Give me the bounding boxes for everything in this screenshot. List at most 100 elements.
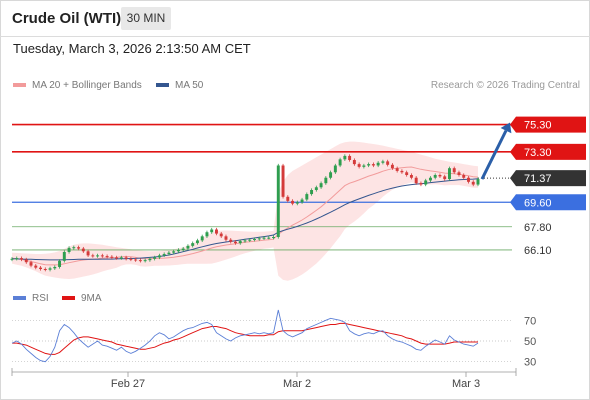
- level-label-67-80: 67.80: [524, 222, 552, 234]
- candle-body: [53, 266, 57, 269]
- legend-9ma: 9MA: [62, 293, 102, 304]
- legend-ma50: MA 50: [156, 80, 203, 91]
- legend-9ma-swatch: [62, 296, 75, 301]
- candle-body: [86, 251, 90, 256]
- candle-body: [234, 241, 237, 244]
- candle-body: [191, 243, 195, 246]
- candle-body: [414, 177, 418, 184]
- candle-body: [286, 196, 290, 201]
- legend-ma50-swatch: [156, 83, 169, 88]
- candle-body: [329, 172, 333, 178]
- candle-body: [409, 175, 413, 178]
- legend-9ma-label: 9MA: [81, 293, 102, 304]
- candle-body: [471, 181, 475, 185]
- candle-body: [91, 255, 95, 257]
- rsi-ma9-line: [12, 322, 478, 355]
- bollinger-layer: [12, 141, 478, 281]
- candle-body: [343, 155, 347, 160]
- forecast-arrow-shaft: [480, 129, 508, 180]
- candle-body: [386, 161, 390, 165]
- rsi-tick-70: 70: [524, 315, 536, 327]
- candle-body: [219, 233, 223, 237]
- candle-body: [457, 172, 461, 176]
- research-credit: Research © 2026 Trading Central: [430, 80, 580, 91]
- candle-body: [134, 259, 138, 261]
- level-label-71-37: 71.37: [524, 173, 552, 185]
- candle-body: [447, 168, 451, 180]
- candle-body: [153, 257, 157, 259]
- instrument-title: Crude Oil (WTI): [12, 10, 122, 27]
- candle-body: [124, 257, 128, 259]
- candle-body: [39, 267, 43, 270]
- rsi-layer: 30 50 70: [11, 309, 536, 369]
- candle-body: [58, 260, 62, 267]
- candle-body: [424, 180, 428, 185]
- forecast-arrow-head: [500, 122, 512, 134]
- candle-body: [348, 155, 352, 161]
- candle-body: [419, 183, 423, 185]
- timeframe-badge[interactable]: 30 MIN: [121, 7, 171, 30]
- chart-header: Crude Oil (WTI) 30 MIN: [0, 0, 590, 37]
- candle-body: [205, 232, 209, 237]
- candle-body: [305, 194, 309, 200]
- level-label-73-30: 73.30: [524, 147, 552, 159]
- legend-ma50-label: MA 50: [175, 80, 204, 91]
- x-tick-label: Mar 2: [283, 378, 311, 390]
- candle-body: [295, 202, 299, 204]
- candle-body: [77, 247, 81, 249]
- candles-layer: [10, 154, 480, 272]
- candle-body: [186, 245, 190, 249]
- candle-body: [428, 177, 432, 181]
- level-tag-69-60: [516, 194, 586, 211]
- candle-body: [24, 259, 28, 263]
- candle-body: [248, 239, 252, 241]
- candle-body: [324, 177, 328, 184]
- candle-body: [319, 183, 323, 188]
- candle-body: [433, 175, 437, 178]
- level-label-66-10: 66.10: [524, 245, 552, 257]
- candle-body: [119, 257, 123, 259]
- candle-body: [20, 258, 23, 260]
- candle-body: [371, 164, 375, 166]
- candle-body: [367, 164, 371, 166]
- candle-body: [143, 260, 147, 262]
- legend-ma20-bb: MA 20 + Bollinger Bands: [13, 80, 142, 91]
- legend-rsi: RSI: [13, 293, 49, 304]
- candle-body: [62, 251, 66, 261]
- candle-body: [43, 269, 47, 271]
- candle-body: [72, 247, 76, 249]
- level-tag-pointer: [510, 194, 516, 211]
- candle-body: [181, 248, 185, 250]
- candle-body: [314, 187, 318, 190]
- candle-body: [352, 160, 356, 165]
- candle-body: [443, 176, 447, 180]
- legend-rsi-label: RSI: [32, 293, 49, 304]
- candle-body: [262, 237, 266, 239]
- candle-body: [390, 164, 394, 169]
- price-level-labels-layer: 75.30 73.30 71.37 69.60 67.80 66.10: [510, 116, 586, 257]
- level-tag-75-30: [516, 116, 586, 133]
- candle-body: [291, 200, 295, 204]
- candle-body: [15, 258, 19, 260]
- candle-body: [267, 237, 271, 239]
- level-tag-73-30: [516, 143, 586, 160]
- level-tag-pointer: [510, 170, 516, 187]
- legend-ma20-label: MA 20 + Bollinger Bands: [32, 80, 142, 91]
- candle-body: [110, 256, 114, 258]
- candle-body: [100, 255, 104, 257]
- candle-body: [10, 258, 14, 260]
- candle-body: [400, 170, 404, 173]
- rsi-line: [11, 309, 479, 363]
- candle-body: [333, 165, 337, 173]
- candle-body: [395, 168, 399, 171]
- candle-body: [257, 238, 261, 240]
- bollinger-band-area: [12, 141, 478, 281]
- candle-body: [462, 175, 466, 178]
- candle-body: [210, 229, 214, 233]
- candle-body: [381, 161, 385, 163]
- candle-body: [405, 172, 409, 176]
- price-levels-layer: [12, 123, 512, 251]
- candle-body: [467, 177, 470, 182]
- candle-body: [281, 165, 285, 197]
